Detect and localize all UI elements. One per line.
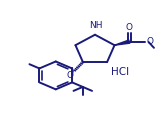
Text: NH: NH — [89, 21, 103, 30]
Text: HCl: HCl — [111, 67, 129, 77]
Text: O: O — [147, 37, 154, 46]
Text: O: O — [126, 23, 133, 32]
Text: O: O — [67, 71, 74, 80]
Polygon shape — [115, 40, 130, 45]
